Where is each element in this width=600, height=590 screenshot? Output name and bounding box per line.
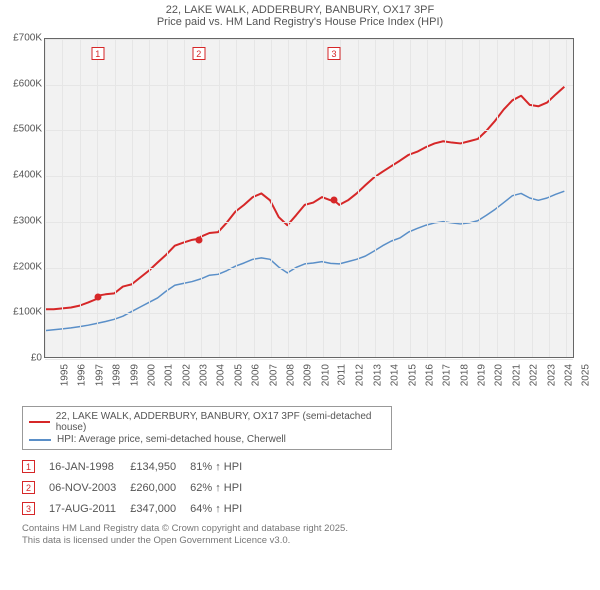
sale-price: £260,000 <box>130 477 190 498</box>
sale-index-box: 2 <box>22 481 35 494</box>
series-svg <box>45 39 573 357</box>
table-row: 1 16-JAN-1998£134,95081% ↑ HPI <box>22 456 256 477</box>
table-row: 2 06-NOV-2003£260,00062% ↑ HPI <box>22 477 256 498</box>
sale-index-box: 3 <box>22 502 35 515</box>
sales-table: 1 16-JAN-1998£134,95081% ↑ HPI 2 06-NOV-200… <box>22 456 256 519</box>
gridline-h <box>45 85 573 86</box>
sale-date: 16-JAN-1998 <box>49 456 130 477</box>
sale-delta: 64% ↑ HPI <box>190 498 256 519</box>
gridline-v <box>184 39 185 357</box>
gridline-v <box>149 39 150 357</box>
sale-marker: 2 <box>192 47 205 60</box>
gridline-v <box>340 39 341 357</box>
gridline-v <box>410 39 411 357</box>
gridline-v <box>97 39 98 357</box>
gridline-v <box>462 39 463 357</box>
sale-dot <box>94 294 101 301</box>
legend-item: 22, LAKE WALK, ADDERBURY, BANBURY, OX17 … <box>29 411 385 433</box>
chart-area: 123 £0£100K£200K£300K£400K£500K£600K£700… <box>10 34 580 404</box>
table-row: 3 17-AUG-2011£347,00064% ↑ HPI <box>22 498 256 519</box>
footer-line-1: Contains HM Land Registry data © Crown c… <box>22 523 600 535</box>
chart-title: 22, LAKE WALK, ADDERBURY, BANBURY, OX17 … <box>0 0 600 30</box>
gridline-v <box>497 39 498 357</box>
sale-delta: 81% ↑ HPI <box>190 456 256 477</box>
x-axis-label: 2025 <box>581 364 600 386</box>
gridline-v <box>219 39 220 357</box>
gridline-v <box>566 39 567 357</box>
y-axis-label: £600K <box>6 78 42 89</box>
gridline-v <box>514 39 515 357</box>
title-line-1: 22, LAKE WALK, ADDERBURY, BANBURY, OX17 … <box>0 4 600 16</box>
gridline-v <box>45 39 46 357</box>
sale-date: 06-NOV-2003 <box>49 477 130 498</box>
gridline-v <box>323 39 324 357</box>
gridline-v <box>479 39 480 357</box>
sale-dot <box>195 237 202 244</box>
gridline-v <box>236 39 237 357</box>
y-axis-label: £700K <box>6 33 42 44</box>
gridline-v <box>393 39 394 357</box>
legend-item: HPI: Average price, semi-detached house,… <box>29 434 385 445</box>
gridline-v <box>115 39 116 357</box>
gridline-v <box>532 39 533 357</box>
gridline-v <box>306 39 307 357</box>
gridline-v <box>358 39 359 357</box>
gridline-v <box>445 39 446 357</box>
sale-date: 17-AUG-2011 <box>49 498 130 519</box>
legend-swatch <box>29 439 51 441</box>
legend-box: 22, LAKE WALK, ADDERBURY, BANBURY, OX17 … <box>22 406 392 450</box>
gridline-v <box>132 39 133 357</box>
gridline-h <box>45 313 573 314</box>
legend-label: 22, LAKE WALK, ADDERBURY, BANBURY, OX17 … <box>56 411 385 433</box>
gridline-v <box>375 39 376 357</box>
gridline-h <box>45 268 573 269</box>
plot-area: 1 2 3 <box>44 38 574 358</box>
y-axis-label: £200K <box>6 261 42 272</box>
gridline-v <box>201 39 202 357</box>
footer-text: Contains HM Land Registry data © Crown c… <box>22 523 600 548</box>
legend-label: HPI: Average price, semi-detached house,… <box>57 434 286 445</box>
legend-swatch <box>29 421 50 423</box>
gridline-h <box>45 359 573 360</box>
sale-index: 2 <box>22 477 49 498</box>
sale-marker: 3 <box>327 47 340 60</box>
gridline-v <box>62 39 63 357</box>
title-line-2: Price paid vs. HM Land Registry's House … <box>0 16 600 28</box>
gridline-v <box>80 39 81 357</box>
y-axis-label: £400K <box>6 170 42 181</box>
sale-delta: 62% ↑ HPI <box>190 477 256 498</box>
y-axis-label: £0 <box>6 353 42 364</box>
y-axis-label: £100K <box>6 307 42 318</box>
gridline-h <box>45 222 573 223</box>
gridline-v <box>254 39 255 357</box>
footer-line-2: This data is licensed under the Open Gov… <box>22 535 600 547</box>
gridline-v <box>167 39 168 357</box>
y-axis-label: £500K <box>6 124 42 135</box>
sale-index: 1 <box>22 456 49 477</box>
sale-index: 3 <box>22 498 49 519</box>
sale-index-box: 1 <box>22 460 35 473</box>
gridline-h <box>45 176 573 177</box>
y-axis-label: £300K <box>6 215 42 226</box>
gridline-v <box>288 39 289 357</box>
gridline-h <box>45 130 573 131</box>
sale-marker: 1 <box>91 47 104 60</box>
sale-price: £134,950 <box>130 456 190 477</box>
gridline-h <box>45 39 573 40</box>
gridline-v <box>427 39 428 357</box>
sale-price: £347,000 <box>130 498 190 519</box>
gridline-v <box>549 39 550 357</box>
gridline-v <box>271 39 272 357</box>
sale-dot <box>330 197 337 204</box>
